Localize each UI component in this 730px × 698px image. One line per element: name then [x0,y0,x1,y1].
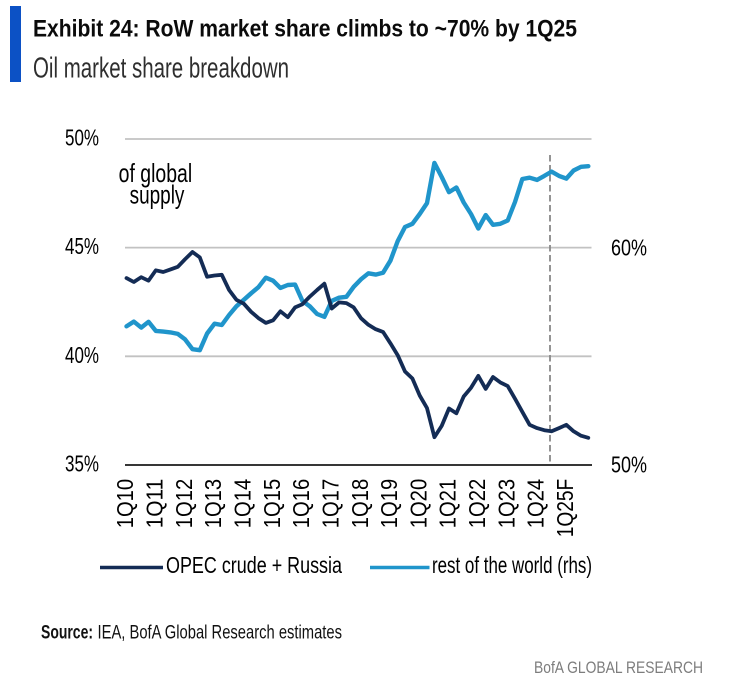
svg-text:1Q10: 1Q10 [112,479,138,529]
svg-text:1Q24: 1Q24 [523,479,549,529]
svg-text:60%: 60% [611,235,647,261]
svg-text:40%: 40% [65,342,99,368]
svg-text:1Q13: 1Q13 [200,479,226,529]
svg-text:1Q19: 1Q19 [376,479,402,529]
svg-text:1Q16: 1Q16 [288,479,314,529]
svg-text:1Q22: 1Q22 [464,479,490,529]
svg-text:1Q14: 1Q14 [230,479,256,529]
svg-text:1Q25F: 1Q25F [552,479,578,538]
svg-text:1Q20: 1Q20 [405,479,431,529]
svg-text:1Q12: 1Q12 [171,479,197,529]
svg-text:1Q15: 1Q15 [259,479,285,529]
svg-text:rest of the world (rhs): rest of the world (rhs) [432,552,592,578]
svg-text:IEA, BofA Global Research esti: IEA, BofA Global Research estimates [98,621,343,643]
svg-text:1Q21: 1Q21 [435,479,461,529]
svg-text:1Q23: 1Q23 [493,479,519,529]
svg-text:1Q11: 1Q11 [142,479,168,529]
svg-text:1Q17: 1Q17 [317,479,343,529]
svg-text:of global: of global [119,158,193,188]
svg-text:OPEC crude + Russia: OPEC crude + Russia [166,552,342,578]
svg-text:50%: 50% [611,452,647,478]
svg-text:50%: 50% [65,125,99,151]
svg-text:1Q18: 1Q18 [347,479,373,529]
svg-text:BofA GLOBAL RESEARCH: BofA GLOBAL RESEARCH [534,658,703,677]
svg-text:35%: 35% [65,450,99,476]
svg-text:Oil market share breakdown: Oil market share breakdown [33,53,289,85]
svg-text:Exhibit 24: RoW market share c: Exhibit 24: RoW market share climbs to ~… [33,16,577,43]
svg-text:supply: supply [130,180,185,210]
svg-text:Source:: Source: [41,621,93,643]
svg-text:45%: 45% [65,233,99,259]
